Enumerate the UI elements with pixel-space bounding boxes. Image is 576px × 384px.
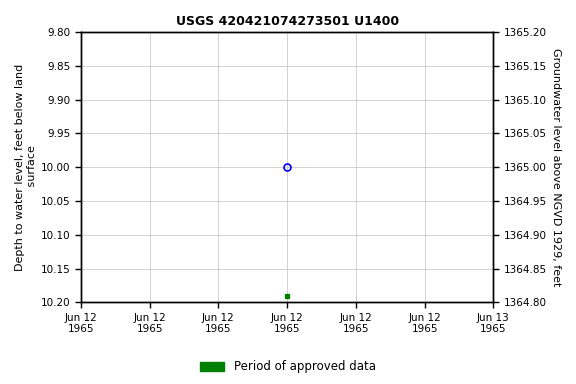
- Y-axis label: Groundwater level above NGVD 1929, feet: Groundwater level above NGVD 1929, feet: [551, 48, 561, 286]
- Title: USGS 420421074273501 U1400: USGS 420421074273501 U1400: [176, 15, 399, 28]
- Legend: Period of approved data: Period of approved data: [196, 356, 380, 378]
- Y-axis label: Depth to water level, feet below land
 surface: Depth to water level, feet below land su…: [15, 64, 37, 271]
